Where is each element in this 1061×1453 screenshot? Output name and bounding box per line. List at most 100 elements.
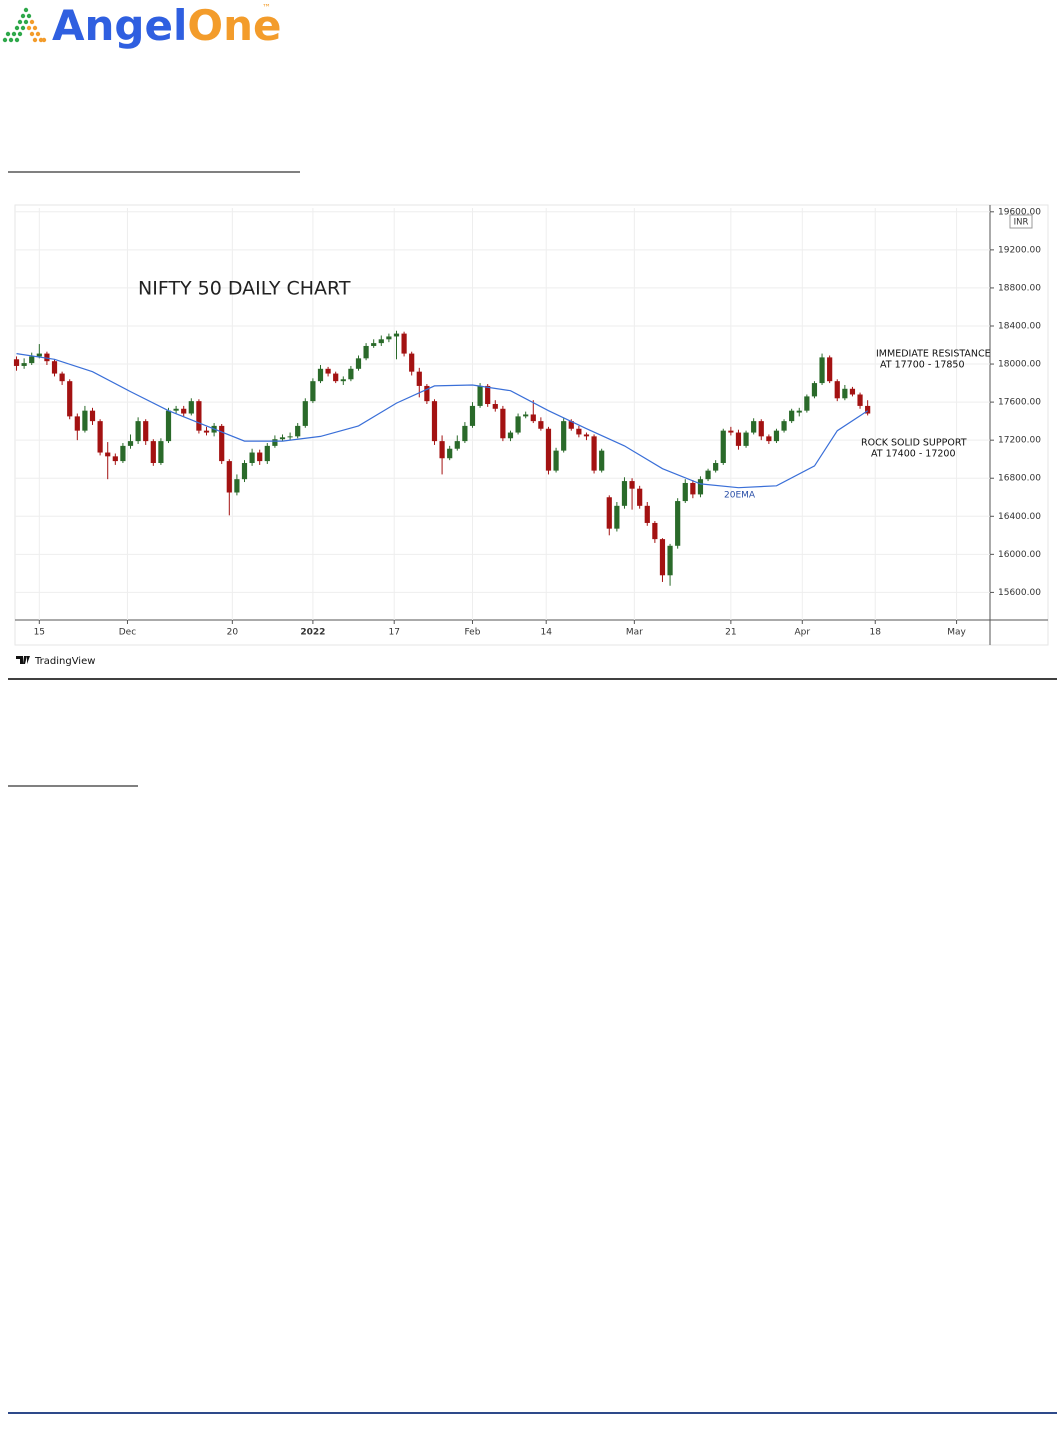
- logo-mark: [2, 7, 47, 43]
- candle-body: [219, 425, 225, 462]
- candle-body: [834, 381, 840, 399]
- candle-body: [378, 339, 384, 344]
- candle-body: [226, 461, 232, 493]
- candle-body: [865, 405, 871, 414]
- candle-body: [462, 425, 468, 442]
- candle-body: [500, 408, 506, 439]
- candle-body: [150, 441, 156, 464]
- candle-body: [667, 545, 673, 576]
- candle-body: [576, 428, 582, 435]
- candle-body: [355, 358, 362, 369]
- candle-body: [507, 432, 514, 439]
- x-tick-label: Dec: [119, 628, 136, 638]
- y-tick-label: 17200.00: [998, 436, 1041, 446]
- annotation: ROCK SOLID SUPPORT: [861, 438, 967, 449]
- candle-body: [766, 436, 772, 442]
- candle-body: [804, 396, 810, 411]
- candle-body: [310, 381, 316, 402]
- candle-body: [485, 385, 491, 405]
- candle-body: [447, 448, 453, 459]
- candle-body: [325, 368, 331, 374]
- candle-body: [758, 421, 764, 437]
- candle-body: [348, 368, 354, 380]
- annotation: AT 17400 - 17200: [871, 449, 956, 460]
- candle-body: [530, 414, 536, 422]
- y-tick-label: 18800.00: [998, 283, 1041, 293]
- candle-body: [599, 450, 605, 471]
- candle-body: [241, 463, 248, 480]
- candle-body: [477, 385, 483, 406]
- y-tick-label: 15600.00: [998, 588, 1041, 598]
- candle-body: [553, 450, 559, 471]
- candle-body: [515, 416, 521, 433]
- candle-body: [181, 408, 187, 414]
- candle-body: [469, 405, 476, 426]
- candle-body: [82, 410, 88, 431]
- candle-body: [773, 430, 780, 442]
- candle-body: [74, 416, 80, 431]
- x-tick-label: 2022: [300, 628, 325, 638]
- y-tick-label: 19200.00: [998, 245, 1041, 255]
- candle-body: [143, 421, 149, 442]
- candle-body: [59, 373, 65, 382]
- candle-body: [13, 359, 20, 366]
- ema-line: [16, 353, 869, 489]
- candle-body: [735, 432, 742, 446]
- candle-body: [697, 479, 704, 495]
- candle-body: [340, 379, 346, 382]
- y-tick-label: 16400.00: [998, 512, 1041, 522]
- y-tick-label: 16800.00: [998, 474, 1041, 484]
- x-tick-label: 20: [227, 628, 239, 638]
- candle-body: [857, 394, 863, 406]
- candle-body: [302, 401, 308, 426]
- candle-body: [675, 501, 681, 546]
- tv-logo: [16, 656, 30, 664]
- x-tick-label: 15: [34, 628, 45, 638]
- candle-body: [720, 430, 726, 464]
- ema-label: 20EMA: [724, 491, 756, 501]
- candle-body: [561, 421, 567, 451]
- candle-body: [120, 445, 126, 462]
- candle-body: [249, 452, 255, 464]
- candle-body: [781, 421, 787, 431]
- candle-body: [796, 410, 802, 413]
- candle-body: [827, 357, 833, 382]
- source: TradingView: [34, 656, 95, 667]
- candle-body: [135, 421, 141, 442]
- candle-body: [112, 456, 118, 462]
- candle-body: [743, 432, 749, 446]
- candle-body: [424, 385, 430, 402]
- candle-body: [621, 481, 628, 506]
- x-tick-label: Mar: [626, 628, 643, 638]
- y-tick-label: 18000.00: [998, 360, 1041, 370]
- x-tick-label: Feb: [465, 628, 481, 638]
- candle-body: [257, 452, 263, 462]
- candle-body: [409, 353, 415, 372]
- candle-body: [401, 333, 407, 354]
- candle-body: [629, 481, 635, 489]
- candle-body: [386, 336, 392, 340]
- candle-body: [545, 428, 552, 471]
- candle-body: [523, 414, 529, 417]
- candle-body: [51, 361, 58, 374]
- candle-body: [690, 482, 696, 495]
- candle-body: [165, 410, 172, 442]
- chart-frame: [14, 204, 1049, 646]
- candle-body: [439, 441, 445, 459]
- candle-body: [568, 421, 574, 429]
- x-tick-label: May: [947, 628, 966, 638]
- candle-body: [21, 363, 27, 366]
- candle-body: [591, 436, 597, 471]
- candle-body: [272, 439, 278, 446]
- candle-body: [196, 401, 202, 431]
- candle-body: [44, 353, 50, 362]
- candle-body: [363, 345, 369, 359]
- candle-body: [264, 445, 270, 462]
- x-tick-label: 18: [870, 628, 882, 638]
- candle-body: [431, 401, 438, 442]
- candle-body: [416, 371, 422, 386]
- currency: INR: [1014, 218, 1029, 228]
- candle-body: [36, 353, 42, 357]
- candle-body: [652, 522, 658, 540]
